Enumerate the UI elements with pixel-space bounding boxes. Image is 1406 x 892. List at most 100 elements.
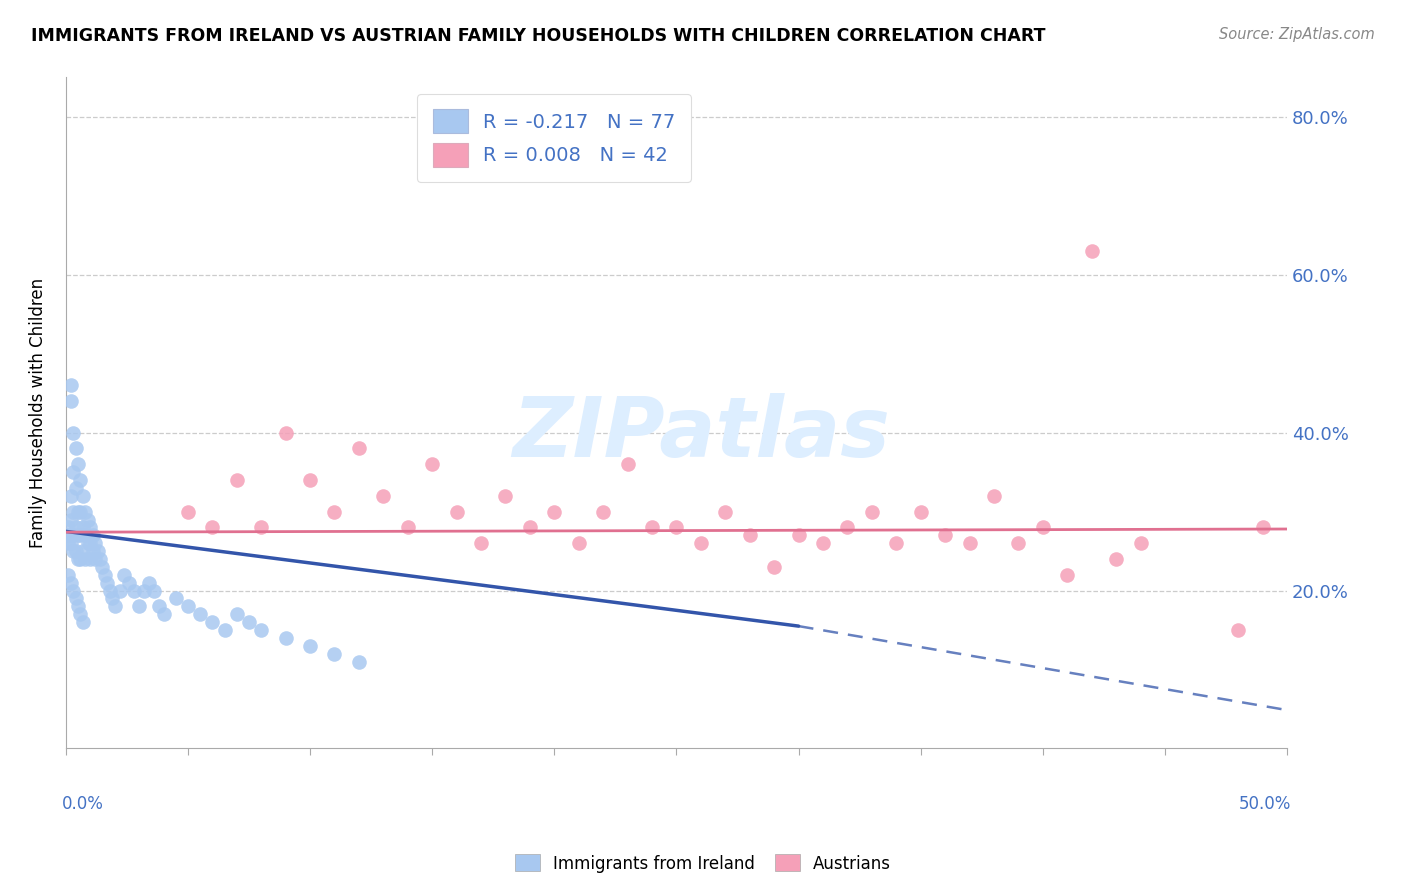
Point — [76, 512, 98, 526]
Point — [470, 536, 492, 550]
Point — [65, 591, 87, 606]
Point — [568, 536, 591, 550]
Point — [65, 481, 87, 495]
Point — [299, 639, 322, 653]
Point — [250, 520, 273, 534]
Point — [108, 583, 131, 598]
Point — [79, 536, 101, 550]
Point — [152, 607, 174, 622]
Point — [84, 552, 107, 566]
Point — [138, 575, 160, 590]
Point — [446, 505, 468, 519]
Point — [66, 552, 89, 566]
Point — [66, 505, 89, 519]
Legend: Immigrants from Ireland, Austrians: Immigrants from Ireland, Austrians — [508, 847, 898, 880]
Point — [72, 520, 94, 534]
Point — [62, 465, 84, 479]
Text: 50.0%: 50.0% — [1239, 796, 1291, 814]
Point — [420, 457, 443, 471]
Point — [122, 583, 145, 598]
Text: ZIPatlas: ZIPatlas — [512, 392, 890, 474]
Point — [910, 505, 932, 519]
Point — [177, 505, 200, 519]
Point — [519, 520, 541, 534]
Point — [69, 505, 91, 519]
Point — [89, 552, 111, 566]
Point — [983, 489, 1005, 503]
Point — [1227, 623, 1250, 637]
Point — [1080, 244, 1102, 259]
Point — [84, 536, 107, 550]
Point — [165, 591, 187, 606]
Text: 0.0%: 0.0% — [62, 796, 104, 814]
Point — [787, 528, 810, 542]
Point — [738, 528, 761, 542]
Point — [104, 599, 127, 614]
Text: Source: ZipAtlas.com: Source: ZipAtlas.com — [1219, 27, 1375, 42]
Point — [884, 536, 907, 550]
Point — [66, 599, 89, 614]
Point — [811, 536, 834, 550]
Point — [59, 536, 82, 550]
Point — [274, 425, 297, 440]
Point — [59, 394, 82, 409]
Point — [79, 552, 101, 566]
Point — [82, 528, 104, 542]
Point — [347, 655, 370, 669]
Point — [75, 552, 97, 566]
Point — [118, 575, 141, 590]
Point — [323, 647, 346, 661]
Point — [58, 567, 80, 582]
Point — [616, 457, 638, 471]
Point — [238, 615, 260, 629]
Point — [959, 536, 981, 550]
Point — [373, 489, 395, 503]
Point — [65, 520, 87, 534]
Point — [934, 528, 956, 542]
Point — [65, 442, 87, 456]
Point — [114, 567, 136, 582]
Point — [79, 520, 101, 534]
Point — [62, 583, 84, 598]
Point — [214, 623, 236, 637]
Point — [274, 631, 297, 645]
Point — [72, 489, 94, 503]
Point — [188, 607, 211, 622]
Point — [59, 489, 82, 503]
Point — [201, 520, 224, 534]
Point — [94, 567, 117, 582]
Point — [763, 560, 786, 574]
Point — [75, 505, 97, 519]
Point — [543, 505, 565, 519]
Point — [58, 536, 80, 550]
Point — [1105, 552, 1128, 566]
Point — [250, 623, 273, 637]
Point — [495, 489, 517, 503]
Point — [72, 544, 94, 558]
Point — [1032, 520, 1054, 534]
Point — [62, 425, 84, 440]
Y-axis label: Family Households with Children: Family Households with Children — [30, 278, 46, 548]
Point — [98, 583, 121, 598]
Point — [1007, 536, 1029, 550]
Point — [65, 544, 87, 558]
Point — [1056, 567, 1078, 582]
Point — [225, 607, 247, 622]
Point — [347, 442, 370, 456]
Point — [62, 505, 84, 519]
Point — [69, 607, 91, 622]
Point — [58, 520, 80, 534]
Point — [82, 544, 104, 558]
Point — [76, 536, 98, 550]
Point — [837, 520, 859, 534]
Point — [59, 512, 82, 526]
Point — [132, 583, 155, 598]
Point — [128, 599, 150, 614]
Point — [689, 536, 711, 550]
Point — [59, 575, 82, 590]
Text: IMMIGRANTS FROM IRELAND VS AUSTRIAN FAMILY HOUSEHOLDS WITH CHILDREN CORRELATION : IMMIGRANTS FROM IRELAND VS AUSTRIAN FAMI… — [31, 27, 1046, 45]
Point — [86, 544, 108, 558]
Point — [1129, 536, 1152, 550]
Point — [323, 505, 346, 519]
Point — [62, 528, 84, 542]
